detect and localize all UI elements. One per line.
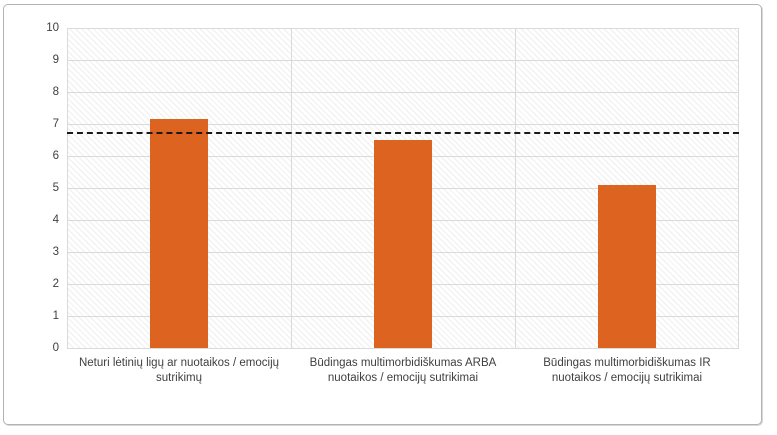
y-tick-label: 4	[52, 214, 59, 226]
plot-area	[67, 28, 739, 349]
y-tick-label: 1	[52, 310, 59, 322]
category-cell	[515, 28, 739, 348]
gridline	[67, 60, 739, 61]
gridline	[67, 124, 739, 125]
category-cell	[67, 28, 291, 348]
gridline-vertical	[67, 28, 68, 348]
bar-multimorbidity-and-mood	[598, 184, 656, 348]
category-label: Būdingas multimorbidiškumas IR nuotaikos…	[543, 357, 711, 384]
chart-frame: 10 9 8 7 6 5 4 3 2 1 0	[3, 4, 762, 425]
y-axis: 10 9 8 7 6 5 4 3 2 1 0	[4, 22, 59, 354]
gridline	[67, 28, 739, 29]
category-label: Neturi lėtinių ligų ar nuotaikos / emoci…	[78, 357, 280, 384]
y-tick-label: 7	[52, 118, 59, 130]
y-tick-label: 0	[52, 342, 59, 354]
bar-series	[67, 28, 739, 348]
gridline-vertical	[515, 28, 516, 348]
gridline-vertical	[290, 28, 292, 348]
x-axis: Neturi lėtinių ligų ar nuotaikos / emoci…	[67, 356, 739, 386]
reference-dashed-line	[67, 132, 739, 134]
bar-no-chronic-disease	[150, 119, 208, 348]
gridline	[67, 92, 739, 93]
y-tick-label: 6	[52, 150, 59, 162]
gridline-vertical	[738, 28, 739, 348]
category-label: Būdingas multimorbidiškumas ARBA nuotaik…	[309, 357, 497, 384]
axis-baseline	[67, 348, 739, 349]
category-cell	[291, 28, 515, 348]
bar-multimorbidity-or-mood	[374, 140, 432, 348]
y-tick-label: 3	[52, 246, 59, 258]
y-tick-label: 10	[46, 22, 59, 34]
y-tick-label: 2	[52, 278, 59, 290]
y-tick-label: 9	[52, 54, 59, 66]
y-tick-label: 8	[52, 86, 59, 98]
y-tick-label: 5	[52, 182, 59, 194]
